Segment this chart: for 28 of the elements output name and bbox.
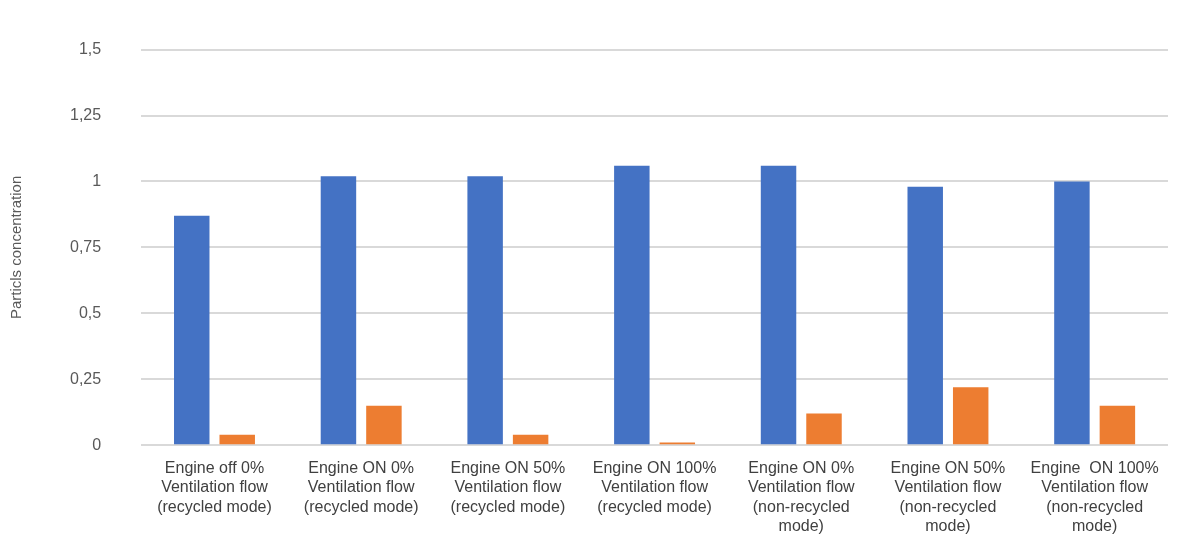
bar	[806, 413, 842, 445]
bar	[760, 165, 797, 445]
x-tick-label: Engine ON 0% Ventilation flow (recycled mode)	[303, 459, 419, 515]
y-tick-label: 0,75	[70, 237, 102, 255]
x-tick-label: Engine ON 100% Ventilation flow (non-recycled mode)	[1030, 459, 1159, 534]
bar	[366, 405, 402, 445]
x-tick-label: Engine ON 0% Ventilation flow (non-recycled mode)	[747, 459, 856, 534]
bar	[174, 215, 210, 445]
bar	[907, 186, 943, 445]
y-tick-label: 1,5	[78, 40, 102, 58]
x-tick-label: Engine ON 50% Ventilation flow (non-recycled mode)	[890, 459, 1006, 534]
bar	[512, 434, 549, 445]
bar	[614, 165, 650, 445]
bar	[467, 176, 503, 445]
x-tick-label: Engine ON 50% Ventilation flow (recycled mode)	[450, 459, 566, 515]
bar	[1054, 181, 1090, 445]
y-tick-label: 1	[92, 171, 102, 189]
y-tick-label: 0,25	[70, 369, 102, 387]
y-tick-label: 0	[92, 435, 102, 453]
y-tick-label: 0,5	[78, 303, 102, 321]
bar	[1099, 405, 1136, 445]
y-tick-label: 1,25	[70, 105, 102, 123]
y-axis-title: Particls concentration	[7, 175, 25, 320]
bar	[952, 387, 989, 445]
bar	[219, 434, 255, 445]
x-tick-label: Engine ON 100% Ventilation flow (recycled mode)	[592, 459, 717, 515]
bar	[320, 176, 357, 445]
x-tick-label: Engine off 0% Ventilation flow (recycled mode)	[157, 459, 272, 515]
